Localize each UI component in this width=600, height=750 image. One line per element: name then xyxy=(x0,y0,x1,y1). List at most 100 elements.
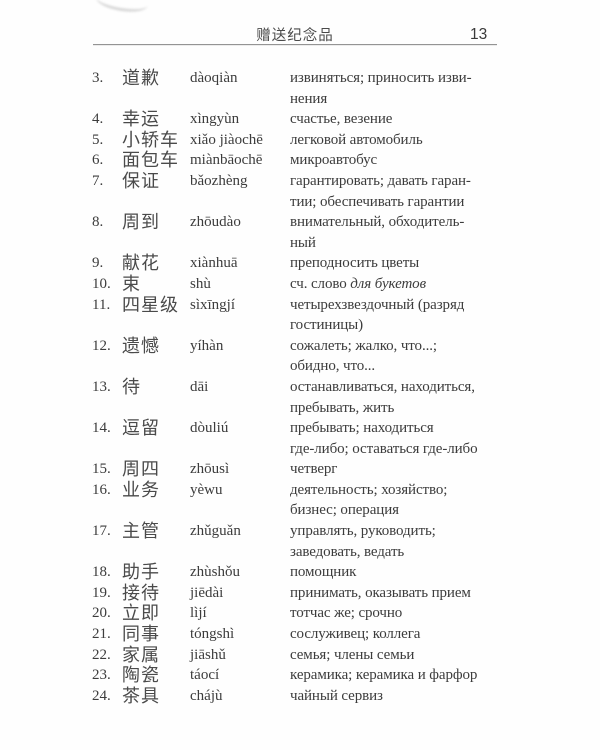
translation-line: принимать, оказывать прием xyxy=(290,584,471,601)
entry-translation: семья; члены семьи xyxy=(290,645,552,666)
translation-line: нения xyxy=(290,90,328,107)
translation-line: ный xyxy=(290,234,316,251)
vocab-entry: 3. 道歉 dàoqiàn извиняться; приносить изви… xyxy=(92,68,552,109)
entry-pinyin: lìjí xyxy=(190,605,207,622)
entry-translation: останавливаться, находиться, пребывать, ж… xyxy=(290,377,552,418)
translation-line: тии; обеспечивать гарантии xyxy=(290,193,465,210)
entry-translation: микроавтобус xyxy=(290,150,552,171)
entry-translation: преподносить цветы xyxy=(290,253,552,274)
translation-line: гарантировать; давать гаран- xyxy=(290,172,471,189)
entry-pinyin: yíhàn xyxy=(190,337,224,354)
entry-pinyin: miànbāochē xyxy=(190,152,263,169)
vocab-entry: 12. 遗憾 yíhàn сожалеть; жалко, что...; оби… xyxy=(92,336,552,377)
entry-translation: сожалеть; жалко, что...; обидно, что... xyxy=(290,336,552,377)
translation-line: останавливаться, находиться, xyxy=(290,378,475,395)
vocab-entry: 5. 小轿车 xiǎo jiàochē легковой автомобиль xyxy=(92,130,552,151)
entry-translation: внимательный, обходитель-ный xyxy=(290,212,552,253)
translation-line: счастье, везение xyxy=(290,111,393,128)
vocab-entry: 20. 立即 lìjí тотчас же; срочно xyxy=(92,603,552,624)
translation-line: управлять, руководить; xyxy=(290,523,436,540)
entry-hanzi: 待 xyxy=(122,376,141,397)
entry-hanzi: 立即 xyxy=(122,603,160,624)
entry-number: 4. xyxy=(92,111,104,128)
entry-translation: помощник xyxy=(290,562,552,583)
entry-hanzi: 遗憾 xyxy=(122,335,160,356)
translation-line: сч. слово для букетов xyxy=(290,274,552,295)
entry-hanzi: 家属 xyxy=(122,644,160,665)
entry-translation: чайный сервиз xyxy=(290,686,552,707)
entry-pinyin: dāi xyxy=(190,378,209,395)
entry-pinyin: jiēdài xyxy=(190,584,224,601)
vocab-entry: 9. 献花 xiànhuā преподносить цветы xyxy=(92,253,552,274)
entry-number: 12. xyxy=(92,337,111,354)
entry-pinyin: jiāshǔ xyxy=(190,646,226,663)
entry-translation: деятельность; хозяйство; бизнес; операция xyxy=(290,480,552,521)
vocab-entry: 4. 幸运 xìngyùn счастье, везение xyxy=(92,109,552,130)
translation-line: пребывать, жить xyxy=(290,399,395,416)
entry-number: 11. xyxy=(92,296,111,313)
entry-number: 8. xyxy=(92,214,104,231)
entry-number: 13. xyxy=(92,378,111,395)
vocab-entry: 7. 保证 bǎozhèng гарантировать; давать гар… xyxy=(92,171,552,212)
vocab-entry: 15. 周四 zhōusì четверг xyxy=(92,459,552,480)
vocab-entry: 19. 接待 jiēdài принимать, оказывать прием xyxy=(92,583,552,604)
translation-line: где-либо; оставаться где-либо xyxy=(290,440,478,457)
entry-number: 24. xyxy=(92,687,111,704)
translation-line: сослуживец; коллега xyxy=(290,626,421,643)
entry-hanzi: 道歉 xyxy=(122,68,160,88)
entry-pinyin: dàoqiàn xyxy=(190,70,238,86)
vocab-entry: 23. 陶瓷 táocí керамика; керамика и фарфор xyxy=(92,665,552,686)
entry-number: 17. xyxy=(92,523,111,540)
entry-translation: керамика; керамика и фарфор xyxy=(290,665,552,686)
entry-number: 10. xyxy=(92,275,111,292)
vocab-entry: 18. 助手 zhùshǒu помощник xyxy=(92,562,552,583)
translation-line: чайный сервиз xyxy=(290,687,383,704)
translation-line: пребывать; находиться xyxy=(290,420,434,437)
entry-translation: счастье, везение xyxy=(290,109,552,130)
entry-number: 9. xyxy=(92,255,104,272)
translation-line: бизнес; операция xyxy=(290,502,399,519)
entry-hanzi: 逗留 xyxy=(122,418,160,439)
translation-line: извиняться; приносить изви- xyxy=(290,70,472,86)
translation-note-italic: для букетов xyxy=(350,275,426,292)
entry-number: 20. xyxy=(92,605,111,622)
vocab-entry: 24. 茶具 chájù чайный сервиз xyxy=(92,686,552,707)
entry-hanzi: 四星级 xyxy=(122,294,179,315)
entry-number: 14. xyxy=(92,420,111,437)
vocabulary-list: 3. 道歉 dàoqiàn извиняться; приносить изви… xyxy=(92,68,552,706)
entry-translation: извиняться; приносить изви-нения xyxy=(290,68,552,109)
entry-number: 23. xyxy=(92,667,111,684)
translation-line: гостиницы) xyxy=(290,317,364,334)
entry-number: 21. xyxy=(92,626,111,643)
entry-pinyin: bǎozhèng xyxy=(190,172,248,189)
vocab-entry: 13. 待 dāi останавливаться, находиться, пр… xyxy=(92,377,552,418)
entry-pinyin: chájù xyxy=(190,687,223,704)
entry-hanzi: 幸运 xyxy=(122,109,160,130)
entry-hanzi: 束 xyxy=(122,273,141,294)
translation-line: обидно, что... xyxy=(290,358,376,375)
translation-line: заведовать, ведать xyxy=(290,543,405,560)
entry-translation: гарантировать; давать гаран-тии; обеспеч… xyxy=(290,171,552,212)
translation-line: микроавтобус xyxy=(290,152,378,169)
vocab-entry: 6. 面包车 miànbāochē микроавтобус xyxy=(92,150,552,171)
entry-number: 15. xyxy=(92,461,111,478)
entry-hanzi: 小轿车 xyxy=(122,129,179,150)
entry-translation: принимать, оказывать прием xyxy=(290,583,552,604)
page-title: 赠送纪念品 xyxy=(256,28,334,44)
entry-number: 22. xyxy=(92,646,111,663)
vocab-entry: 22. 家属 jiāshǔ семья; члены семьи xyxy=(92,645,552,666)
vocab-entry: 21. 同事 tóngshì сослуживец; коллега xyxy=(92,624,552,645)
header-rule xyxy=(93,44,497,45)
entry-number: 3. xyxy=(92,70,104,86)
translation-segment: сч. слово xyxy=(290,275,351,292)
translation-line: сожалеть; жалко, что...; xyxy=(290,337,437,354)
entry-pinyin: dòuliú xyxy=(190,420,229,437)
entry-pinyin: zhōudào xyxy=(190,214,241,231)
entry-pinyin: zhǔguǎn xyxy=(190,523,241,540)
translation-line: четырехзвездочный (разряд xyxy=(290,296,465,313)
entry-translation: сослуживец; коллега xyxy=(290,624,552,645)
entry-hanzi: 陶瓷 xyxy=(122,665,160,686)
entry-hanzi: 主管 xyxy=(122,521,160,542)
translation-line: семья; члены семьи xyxy=(290,646,415,663)
